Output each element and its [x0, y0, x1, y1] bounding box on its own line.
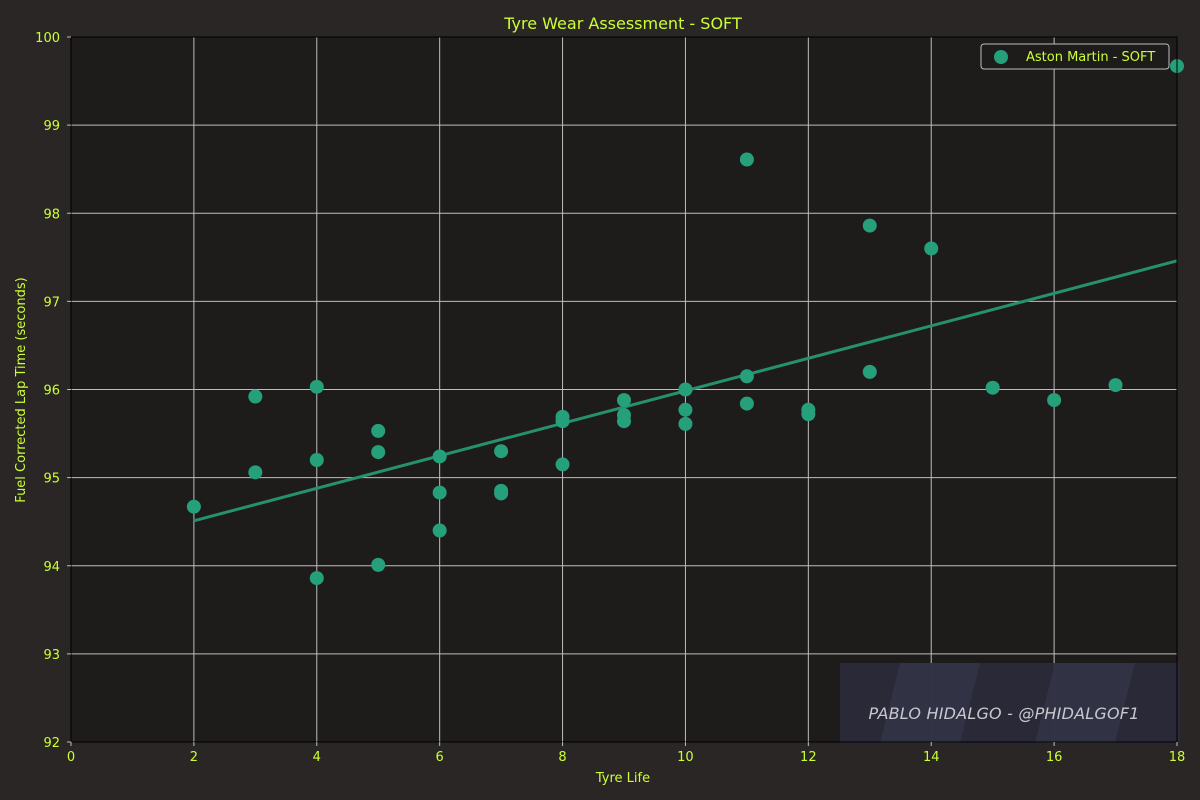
- legend-label: Aston Martin - SOFT: [1026, 50, 1155, 65]
- y-tick-label: 96: [43, 384, 60, 399]
- data-point: [494, 444, 509, 459]
- scatter-points: [186, 59, 1184, 586]
- legend-box: [980, 43, 1170, 70]
- y-axis: 92 93 94 95 96 97 98 99 100: [35, 31, 71, 751]
- y-tick-label: 99: [43, 119, 60, 134]
- x-axis-label: Tyre Life: [595, 771, 650, 786]
- x-tick-label: 4: [313, 750, 321, 765]
- y-tick-label: 92: [43, 736, 60, 751]
- data-point: [1108, 378, 1123, 393]
- x-tick-label: 18: [1169, 750, 1186, 765]
- data-point: [678, 416, 693, 431]
- x-tick-label: 12: [800, 750, 817, 765]
- y-axis-label: Fuel Corrected Lap Time (seconds): [14, 277, 29, 502]
- data-point: [432, 449, 447, 464]
- data-point: [924, 241, 939, 256]
- x-tick-label: 8: [558, 750, 566, 765]
- data-point: [862, 364, 877, 379]
- data-point: [617, 393, 631, 408]
- data-point: [309, 379, 324, 394]
- data-point: [617, 414, 631, 429]
- x-tick-label: 2: [190, 750, 198, 765]
- data-point: [309, 571, 324, 586]
- data-point: [678, 402, 693, 417]
- data-point: [494, 486, 509, 501]
- data-point: [432, 485, 447, 500]
- data-point: [248, 465, 263, 480]
- data-point: [862, 218, 877, 233]
- watermark-stripe: [880, 663, 980, 743]
- watermark-text: PABLO HIDALGO - @PHIDALGOF1: [868, 704, 1139, 723]
- y-tick-label: 97: [43, 295, 60, 310]
- data-point: [678, 382, 693, 397]
- watermark: PABLO HIDALGO - @PHIDALGOF1: [840, 663, 1180, 743]
- legend: Aston Martin - SOFT: [980, 43, 1170, 70]
- data-point: [371, 557, 386, 572]
- data-point: [248, 389, 263, 404]
- data-point: [739, 369, 754, 384]
- data-point: [555, 457, 570, 472]
- data-point: [186, 499, 201, 514]
- legend-marker: [994, 50, 1008, 64]
- x-tick-label: 16: [1046, 750, 1063, 765]
- y-tick-label: 93: [43, 648, 60, 663]
- x-tick-label: 6: [436, 750, 444, 765]
- data-point: [432, 523, 447, 538]
- data-point: [371, 423, 386, 438]
- data-point: [801, 407, 816, 422]
- y-tick-label: 95: [43, 472, 60, 487]
- x-axis: 0 2 4 6 8 10 12 14 16 18: [67, 742, 1185, 765]
- data-point: [739, 152, 754, 167]
- data-point: [555, 414, 570, 429]
- x-tick-label: 14: [923, 750, 940, 765]
- data-point: [1047, 393, 1062, 408]
- chart-title: Tyre Wear Assessment - SOFT: [503, 14, 742, 33]
- x-tick-label: 10: [677, 750, 694, 765]
- y-tick-label: 100: [35, 31, 60, 46]
- watermark-stripe: [1035, 663, 1135, 743]
- y-tick-label: 94: [43, 560, 60, 575]
- y-tick-label: 98: [43, 207, 60, 222]
- data-point: [371, 445, 386, 460]
- data-point: [985, 380, 1000, 395]
- data-point: [739, 396, 754, 411]
- data-point: [309, 453, 324, 467]
- x-tick-label: 0: [67, 750, 75, 765]
